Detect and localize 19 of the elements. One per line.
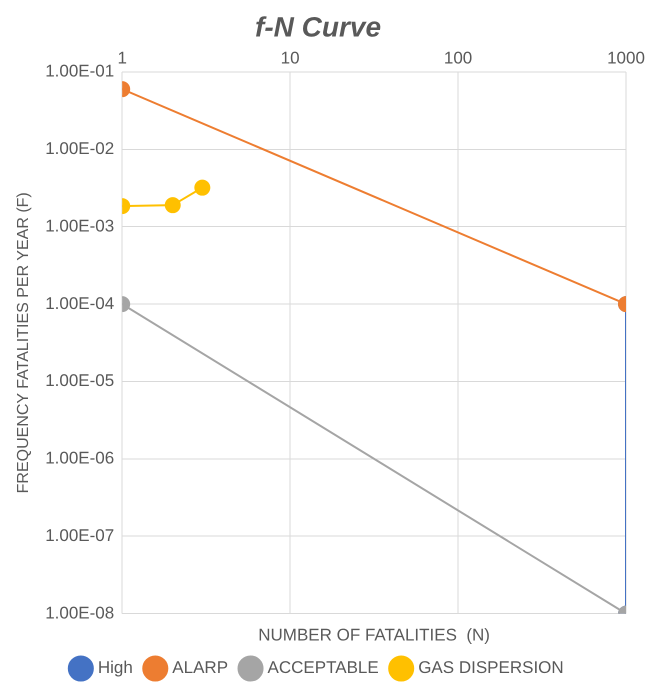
y-tick-label: 1.00E-08 <box>45 603 114 622</box>
legend-label: GAS DISPERSION <box>418 658 564 678</box>
legend-label: High <box>98 658 133 678</box>
legend-label: ACCEPTABLE <box>268 658 379 678</box>
x-tick-label: 10 <box>280 48 300 68</box>
chart-title: f-N Curve <box>254 12 382 43</box>
legend-label: ALARP <box>172 658 228 678</box>
y-tick-label: 1.00E-02 <box>45 139 114 158</box>
x-axis-title: NUMBER OF FATALITIES (N) <box>258 625 490 644</box>
y-tick-label: 1.00E-07 <box>45 526 114 545</box>
x-tick-label: 100 <box>444 48 472 68</box>
y-tick-label: 1.00E-03 <box>45 216 114 236</box>
x-tick-label: 1000 <box>607 48 645 68</box>
y-tick-label: 1.00E-04 <box>45 294 114 313</box>
x-tick-label: 1 <box>117 48 127 68</box>
y-axis-title: FREQUENCY FATALITIES PER YEAR (F) <box>15 192 32 494</box>
y-tick-label: 1.00E-06 <box>45 448 114 468</box>
y-tick-label: 1.00E-01 <box>45 62 114 81</box>
y-tick-label: 1.00E-05 <box>45 371 114 390</box>
